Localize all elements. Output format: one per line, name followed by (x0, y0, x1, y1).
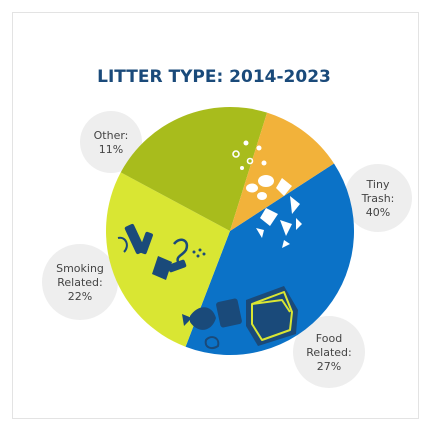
slice-label-smoking-related-line-2: Related: (57, 276, 102, 289)
label-bubble-food-related (293, 316, 365, 388)
slice-label-tiny-trash-line-2: Trash: (361, 192, 395, 205)
food-packaging-icon (182, 286, 298, 349)
tiny-trash-icon (232, 140, 302, 248)
chart-title: LITTER TYPE: 2014-2023 (97, 67, 331, 87)
slice-label-other-line-2: 11% (99, 143, 123, 156)
label-bubble-other (80, 111, 142, 173)
label-bubble-smoking-related (42, 244, 118, 320)
slice-label-food-related-line-2: Related: (306, 346, 351, 359)
pie-slice-other (230, 112, 334, 231)
slice-label-food-related-line-1: Food (316, 332, 342, 345)
slice-label-food-related-line-3: 27% (317, 360, 341, 373)
slice-label-smoking-related-line-3: 22% (68, 290, 92, 303)
label-bubble-tiny-trash (344, 164, 412, 232)
slice-label-tiny-trash-line-1: Tiny (366, 178, 390, 191)
slice-label-smoking-related-line-1: Smoking (56, 262, 104, 275)
pie-slice-smoking-related (120, 106, 268, 231)
cigarette-icon (117, 223, 206, 280)
slice-label-tiny-trash-line-3: 40% (366, 206, 390, 219)
slice-label-other-line-1: Other: (94, 129, 129, 142)
pie-slice-food-related (106, 172, 230, 347)
